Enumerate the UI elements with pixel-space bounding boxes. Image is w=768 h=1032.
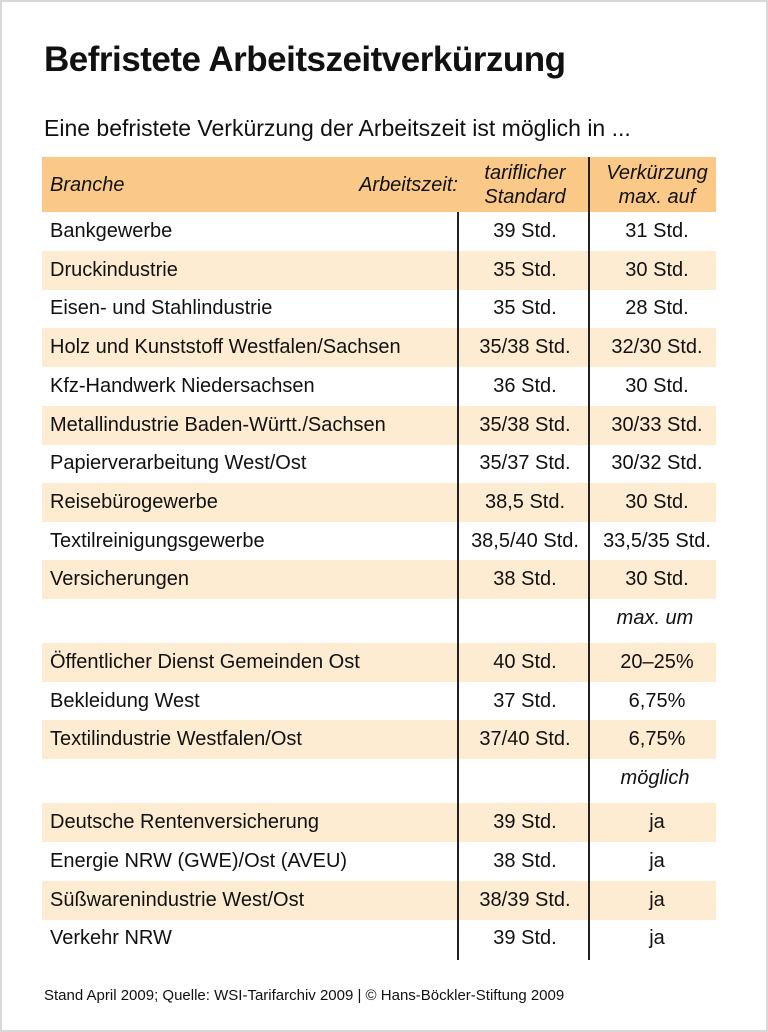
table-cell: 30/32 Std. [611,452,703,475]
table-cell: 6,75% [628,689,686,712]
table-cell: 38 Std. [493,849,557,872]
column-divider [588,212,590,960]
table-cell: Verkehr NRW [50,927,172,950]
table-row: Druckindustrie 35 Std. 30 Std. [42,250,716,290]
table-cell: 38,5/40 Std. [471,529,579,552]
table-cell: 30 Std. [625,568,689,591]
table-cell: 40 Std. [493,651,557,673]
table-cell: Papierverarbeitung West/Ost [50,452,307,475]
table-cell: Reisebürogewerbe [50,490,218,513]
table-cell: Holz und Kunststoff Westfalen/Sachsen [50,336,401,359]
table-header: Branche Arbeitszeit: tariflicher Standar… [42,157,716,212]
header-verkuerzung-2: max. auf [618,186,696,208]
table-cell: 33,5/35 Std. [603,529,711,552]
table-cell: 35 Std. [493,258,557,281]
header-branche: Branche [50,174,125,196]
table-cell: ja [649,888,665,911]
header-arbeitszeit: Arbeitszeit: [359,174,458,196]
table-row: Papierverarbeitung West/Ost 35/37 Std. 30/… [42,444,716,483]
table-cell: 28 Std. [625,297,689,320]
table-row: Energie NRW (GWE)/Ost (AVEU) 38 Std. ja [42,842,716,881]
table-row: Verkehr NRW 39 Std. ja [42,919,716,958]
table-cell: Bankgewerbe [50,220,173,242]
header-standard-2: Standard [484,186,566,208]
table-cell: Textilreinigungsgewerbe [50,529,265,552]
table-cell: 30 Std. [625,490,689,513]
table-cell: 30 Std. [625,374,689,397]
table-row: Öffentlicher Dienst Gemeinden Ost 40 Std.… [42,643,716,682]
table-cell: 39 Std. [493,811,557,834]
table-cell: Kfz-Handwerk Niedersachsen [50,374,315,397]
table-cell: 30 Std. [625,258,689,281]
header-standard-1: tariflicher [484,162,566,184]
title: Befristete Arbeitszeitverkürzung [44,40,566,79]
table-cell: 35/37 Std. [479,452,571,475]
table-cell: 39 Std. [493,927,557,950]
table-cell: ja [649,811,665,834]
table-cell: ja [649,849,665,872]
table-cell: 35 Std. [493,297,557,320]
table-cell: 36 Std. [493,374,557,397]
table-cell: 6,75% [628,728,686,751]
section-label: möglich [620,767,690,790]
table-row: Kfz-Handwerk Niedersachsen 36 Std. 30 Std. [42,367,716,406]
table-cell: Süßwarenindustrie West/Ost [50,888,305,911]
table-row: Reisebürogewerbe 38,5 Std. 30 Std. [42,482,716,522]
footer: Stand April 2009; Quelle: WSI-Tarifarchi… [44,987,565,1004]
table-cell: Versicherungen [50,568,189,591]
table-cell: 31 Std. [625,220,689,242]
section-label: max. um [616,607,694,629]
table-row: Metallindustrie Baden-Württ./Sachsen 35/3… [42,405,716,445]
table-cell: Eisen- und Stahlindustrie [50,297,273,320]
header-divider [588,157,590,212]
table-cell: 39 Std. [493,220,557,242]
table-cell: Metallindustrie Baden-Württ./Sachsen [50,413,386,436]
column-divider [457,212,459,960]
table-cell: 37 Std. [493,689,557,712]
table-cell: 35/38 Std. [479,413,571,436]
table-cell: 38,5 Std. [484,490,566,513]
table-row: Versicherungen 38 Std. 30 Std. [42,560,716,600]
table-row: Eisen- und Stahlindustrie 35 Std. 28 Std. [42,289,716,328]
table-row: Textilreinigungsgewerbe 38,5/40 Std. 33,5/… [42,522,716,561]
table-row: Bekleidung West 37 Std. 6,75% [42,682,716,721]
table-row: Holz und Kunststoff Westfalen/Sachsen 35/… [42,328,716,368]
table-row: Süßwarenindustrie West/Ost 38/39 Std. ja [42,880,716,920]
table-cell: Textilindustrie Westfalen/Ost [50,728,302,751]
table-row: Bankgewerbe 39 Std. 31 Std. [42,212,716,251]
table-cell: Öffentlicher Dienst Gemeinden Ost [50,651,360,673]
table-cell: Deutsche Rentenversicherung [50,811,320,834]
table-cell: 35/38 Std. [479,336,571,359]
subtitle: Eine befristete Verkürzung der Arbeitsze… [44,115,631,141]
table-row: Textilindustrie Westfalen/Ost 37/40 Std. 6… [42,720,716,760]
table-cell: 38 Std. [493,568,557,591]
table-cell: 30/33 Std. [611,413,703,436]
table-cell: Bekleidung West [50,689,200,712]
table-cell: 32/30 Std. [611,336,703,359]
table-cell: 20–25% [620,651,694,673]
table-row: Deutsche Rentenversicherung 39 Std. ja [42,803,716,843]
table-cell: Druckindustrie [50,258,178,281]
header-verkuerzung-1: Verkürzung [606,162,708,184]
table-cell: 38/39 Std. [479,888,571,911]
table-cell: 37/40 Std. [479,728,571,751]
table-cell: Energie NRW (GWE)/Ost (AVEU) [50,849,348,872]
table-cell: ja [649,927,665,950]
